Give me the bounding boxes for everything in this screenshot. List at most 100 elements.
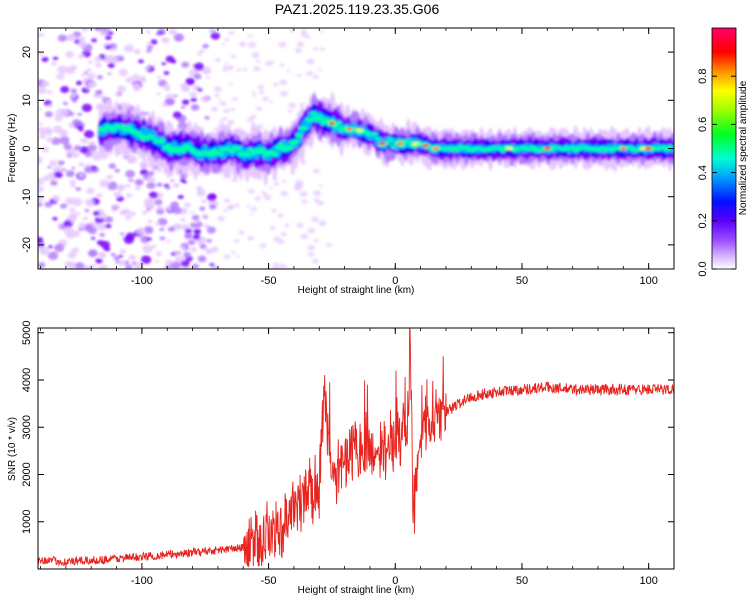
spectrogram-noise [38, 195, 44, 203]
spectrogram-noise [223, 198, 231, 203]
spectrogram-ytick-label: -20 [21, 237, 33, 253]
spectrogram-noise [38, 108, 43, 111]
spectrogram-noise [38, 33, 45, 38]
spectrogram-noise [260, 190, 265, 193]
spectrogram-noise [62, 101, 69, 106]
spectrogram-xtick-label: 100 [639, 275, 657, 287]
spectrogram-noise [53, 171, 63, 179]
spectrogram-noise [254, 196, 262, 201]
spectrogram-noise [271, 208, 277, 213]
spectrogram-noise [69, 65, 78, 71]
spectrogram-noise [284, 223, 290, 228]
spectrogram-noise [279, 79, 288, 86]
spectrogram-noise [213, 93, 220, 98]
spectrogram-noise [222, 68, 228, 72]
spectrogram-noise [111, 181, 116, 184]
spectrogram-noise [87, 144, 97, 152]
spectrogram-noise [63, 226, 74, 236]
spectrogram-hotspot [356, 128, 364, 132]
spectrogram-noise [280, 232, 288, 237]
spectrogram-noise [312, 74, 319, 80]
spectrogram-noise [229, 107, 236, 112]
spectrogram-ridge [453, 148, 461, 152]
spectrogram-hotspot [328, 121, 336, 125]
spectrogram-noise [200, 199, 207, 204]
spectrogram-noise [38, 202, 43, 207]
colorbar-tick-label: 0.6 [697, 117, 709, 132]
spectrogram-noise [94, 28, 102, 32]
spectrogram-noise [145, 30, 151, 34]
spectrogram-noise [105, 35, 112, 41]
spectrogram-noise [179, 173, 188, 180]
spectrogram-noise [318, 68, 323, 72]
spectrogram-ridge [462, 145, 470, 149]
spectrogram-noise [253, 66, 261, 72]
spectrogram-noise [81, 138, 89, 144]
spectrogram-noise [256, 106, 263, 112]
spectrogram-noise [38, 122, 43, 126]
spectrogram-noise [80, 42, 88, 48]
spectrogram-noise [209, 263, 215, 267]
spectrogram-noise [257, 84, 265, 90]
spectrogram-noise [265, 61, 272, 67]
spectrogram-noise [251, 91, 256, 94]
spectrogram-noise [255, 59, 261, 63]
spectrogram-ridge [158, 138, 166, 144]
spectrogram-noise [50, 61, 57, 66]
figure-title: PAZ1.2025.119.23.35.G06 [275, 1, 440, 17]
spectrogram-noise [87, 60, 93, 64]
spectrogram-xtick-label: 0 [392, 275, 398, 287]
spectrogram-noise [107, 181, 118, 191]
spectrogram-noise [221, 43, 226, 46]
spectrogram-noise [189, 211, 195, 214]
spectrogram-noise [85, 68, 92, 72]
spectrogram-noise [146, 181, 156, 190]
spectrogram-noise [87, 249, 98, 258]
spectrogram-noise [281, 179, 287, 183]
spectrogram-noise [72, 100, 77, 103]
spectrogram-noise [67, 251, 77, 259]
spectrogram-hotspot [640, 146, 648, 151]
spectrogram-noise [98, 251, 106, 258]
spectrogram-noise [199, 49, 205, 53]
spectrogram-noise [69, 179, 77, 185]
spectrogram-noise [90, 236, 96, 240]
spectrogram-noise [134, 179, 144, 186]
spectrogram-noise [206, 238, 213, 243]
spectrogram-noise [259, 243, 267, 249]
spectrogram-noise [190, 97, 197, 102]
snr-xtick-label: 0 [392, 575, 398, 587]
snr-axes: -100 -50 0 50 100 1000 2000 3000 4000 5000 [21, 320, 675, 587]
spectrogram-noise [184, 232, 193, 240]
spectrogram-noise [184, 228, 193, 234]
spectrogram-noise [224, 37, 230, 42]
spectrogram-noise [226, 65, 234, 71]
spectrogram-noise [147, 219, 153, 224]
spectrogram-noise [95, 89, 103, 95]
spectrogram-noise [172, 111, 182, 119]
spectrogram-noise [78, 162, 85, 167]
spectrogram-noise [193, 221, 199, 225]
snr-ylabel: SNR (10 * v/v) [7, 417, 18, 481]
snr-xtick-label: -50 [261, 575, 277, 587]
spectrogram-noise [82, 216, 89, 221]
spectrogram-noise [146, 208, 151, 211]
snr-panel: -100 -50 0 50 100 1000 2000 3000 4000 5000 Height… [7, 320, 675, 596]
spectrogram-noise [155, 251, 162, 256]
spectrogram-noise [301, 199, 308, 204]
spectrogram-noise [173, 33, 185, 42]
spectrogram-hotspot [505, 146, 513, 151]
spectrogram-noise [310, 216, 319, 223]
spectrogram-noise [305, 35, 311, 39]
spectrogram-noise [125, 215, 132, 220]
spectrogram-ridge [292, 139, 300, 144]
spectrogram-noise [154, 199, 163, 206]
spectrogram-noise [113, 204, 118, 208]
spectrogram-noise [68, 212, 78, 220]
spectrogram-xtick-label: 50 [516, 275, 528, 287]
spectrogram-noise [126, 193, 133, 198]
spectrogram-noise [205, 248, 214, 255]
spectrogram-noise [187, 239, 196, 246]
spectrogram-noise [89, 140, 96, 146]
spectrogram-noise [84, 209, 90, 213]
